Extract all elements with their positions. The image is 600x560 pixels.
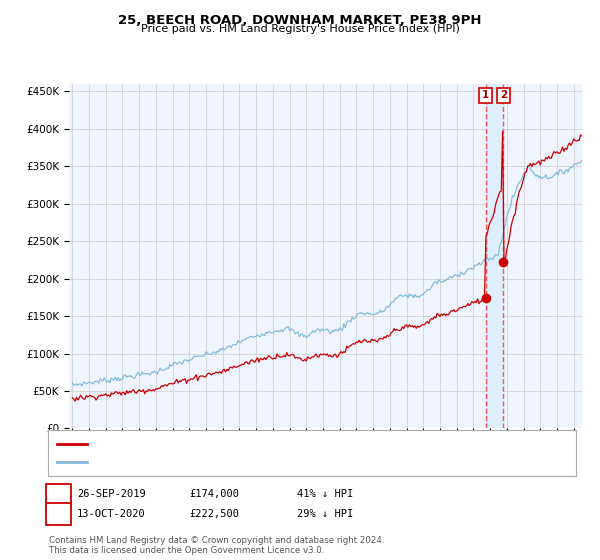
Text: 29% ↓ HPI: 29% ↓ HPI xyxy=(297,509,353,519)
Text: 2: 2 xyxy=(55,507,63,521)
Text: £222,500: £222,500 xyxy=(189,509,239,519)
Text: 41% ↓ HPI: 41% ↓ HPI xyxy=(297,489,353,500)
Bar xyxy=(485,84,503,428)
Text: 2: 2 xyxy=(500,90,507,100)
Text: 26-SEP-2019: 26-SEP-2019 xyxy=(77,489,146,500)
Text: HPI: Average price, detached house, King's Lynn and West Norfolk: HPI: Average price, detached house, King… xyxy=(90,457,419,467)
Text: Contains HM Land Registry data © Crown copyright and database right 2024.
This d: Contains HM Land Registry data © Crown c… xyxy=(49,536,385,556)
Text: Price paid vs. HM Land Registry's House Price Index (HPI): Price paid vs. HM Land Registry's House … xyxy=(140,24,460,34)
Text: £174,000: £174,000 xyxy=(189,489,239,500)
Text: 25, BEECH ROAD, DOWNHAM MARKET, PE38 9PH: 25, BEECH ROAD, DOWNHAM MARKET, PE38 9PH xyxy=(118,14,482,27)
Text: 1: 1 xyxy=(55,488,63,501)
Text: 1: 1 xyxy=(482,90,489,100)
Text: 13-OCT-2020: 13-OCT-2020 xyxy=(77,509,146,519)
Text: 25, BEECH ROAD, DOWNHAM MARKET, PE38 9PH (detached house): 25, BEECH ROAD, DOWNHAM MARKET, PE38 9PH… xyxy=(90,439,427,449)
